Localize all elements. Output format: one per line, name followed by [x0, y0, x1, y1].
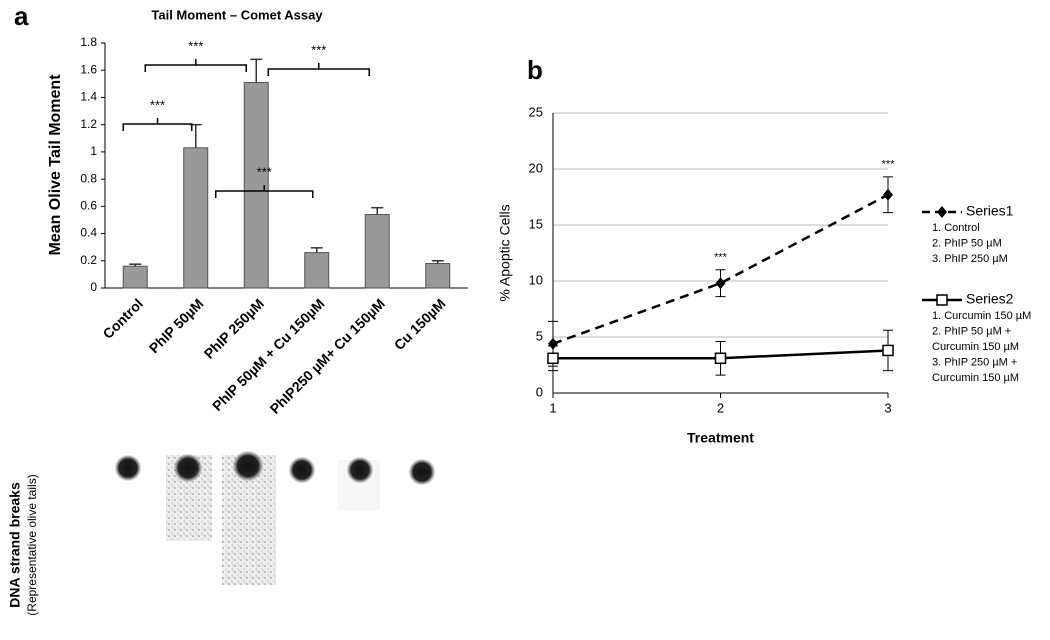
x-tick-label: 1: [549, 400, 556, 415]
y-tick-label: 20: [529, 160, 543, 175]
y-tick-label: 10: [529, 272, 543, 287]
bar: [364, 214, 390, 289]
point: [715, 277, 726, 290]
y-tick-label: 0.4: [80, 226, 97, 240]
y-axis-label: Mean Olive Tail Moment: [47, 74, 64, 256]
comet-head: [347, 457, 373, 483]
y-tick-label: 0.8: [80, 171, 97, 185]
legend-note: Curcumin 150 µM: [932, 341, 1019, 353]
legend-note: 3. PhIP 250 µM: [932, 253, 1008, 265]
legend-label: Series2: [966, 291, 1014, 307]
panel-label: b: [527, 55, 543, 85]
comet-head: [174, 454, 202, 482]
x-tick-label: PhIP 50µM + Cu 150µM: [209, 295, 328, 414]
x-tick-label: Cu 150µM: [391, 295, 449, 353]
x-tick-label: 3: [884, 400, 891, 415]
panel-label: a: [14, 1, 29, 31]
comet-head: [115, 455, 141, 481]
point: [883, 188, 893, 201]
legend-note: 3. PhIP 250 µM +: [932, 356, 1017, 368]
image-caption: DNA strand breaks: [7, 482, 23, 608]
bar: [304, 252, 330, 289]
point: [882, 344, 894, 357]
y-tick-label: 0: [536, 384, 543, 399]
legend-note: 1. Curcumin 150 µM: [932, 310, 1031, 322]
point: [548, 337, 558, 350]
comet-head: [289, 457, 315, 483]
legend-note: 2. PhIP 50 µM +: [932, 325, 1011, 337]
comet-head: [409, 459, 435, 485]
significance-bracket: [215, 185, 314, 198]
x-tick-label: PhIP 50µM: [146, 295, 207, 356]
y-tick-label: 1.2: [80, 117, 97, 131]
significance-bracket: [267, 63, 370, 76]
series-line: [552, 193, 889, 345]
significance-label: ***: [257, 164, 272, 179]
legend-note: Curcumin 150 µM: [932, 372, 1019, 384]
y-tick-label: 0: [90, 280, 97, 294]
y-tick-label: 1.6: [80, 62, 97, 76]
comet-images: [115, 451, 435, 585]
x-tick-label: Control: [99, 295, 146, 342]
significance-bracket: [144, 59, 247, 72]
y-axis-label: % Apoptic Cells: [497, 204, 513, 301]
bar: [122, 265, 148, 289]
point: [547, 352, 559, 365]
x-tick-label: PhIP 250µM: [201, 295, 267, 361]
bar: [425, 263, 451, 289]
significance-label: ***: [882, 159, 896, 171]
legend-label: Series1: [966, 203, 1014, 219]
significance-label: ***: [188, 38, 203, 53]
y-tick-label: 25: [529, 104, 543, 119]
chart-title: Tail Moment – Comet Assay: [151, 7, 323, 22]
bar: [183, 147, 209, 289]
comet-head: [233, 451, 263, 481]
y-tick-label: 0.2: [80, 253, 97, 267]
significance-label: ***: [150, 97, 165, 112]
x-tick-label: 2: [717, 400, 724, 415]
legend-note: 1. Control: [932, 222, 980, 234]
significance-label: ***: [714, 252, 728, 264]
y-tick-label: 15: [529, 216, 543, 231]
y-tick-label: 1.4: [80, 90, 97, 104]
y-tick-label: 1: [90, 144, 97, 158]
y-tick-label: 1.8: [80, 35, 97, 49]
y-tick-label: 0.6: [80, 199, 97, 213]
significance-label: ***: [311, 42, 326, 57]
image-subcaption: (Representative olive tails): [25, 474, 39, 615]
y-tick-label: 5: [536, 328, 543, 343]
point: [714, 352, 727, 365]
legend-marker: [937, 206, 947, 218]
x-axis-label: Treatment: [687, 430, 754, 446]
legend-marker: [936, 294, 948, 306]
significance-bracket: [122, 118, 193, 131]
x-tick-label: PhIP250 µM+ Cu 150µM: [267, 295, 388, 416]
legend-note: 2. PhIP 50 µM: [932, 237, 1002, 249]
